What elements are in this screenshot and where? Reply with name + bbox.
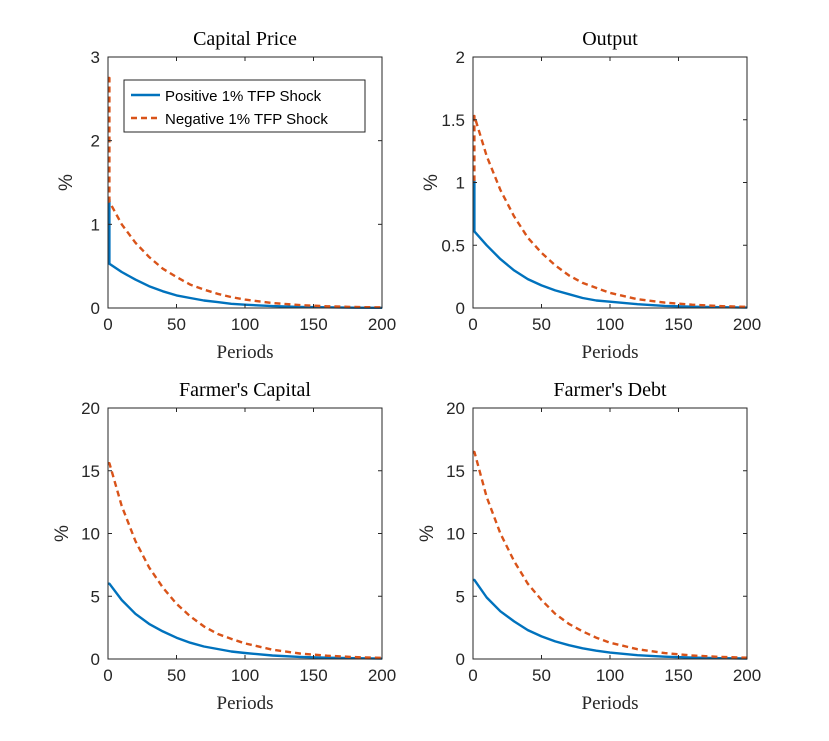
y-tick-label: 20 (81, 399, 100, 418)
series-line-negative (473, 450, 748, 659)
y-axis-label: % (52, 525, 73, 542)
chart-title: Output (582, 28, 638, 50)
series-line-negative (108, 462, 383, 660)
y-axis-label: % (417, 525, 438, 542)
y-tick-label: 0.5 (441, 236, 465, 255)
series-line-positive (473, 578, 748, 660)
panel-farmers-debt: 0 50 100 150 200 0 5 10 15 20 Farmer's Debt Periods… (417, 379, 761, 714)
y-tick-label: 0 (456, 650, 465, 669)
legend: Positive 1% TFP Shock Negative 1% TFP Sh… (123, 79, 366, 133)
y-tick-label: 15 (81, 462, 100, 481)
y-tick-label: 1 (456, 174, 465, 193)
series-line-positive (108, 197, 383, 309)
x-tick-label: 50 (532, 315, 551, 334)
x-tick-label: 200 (368, 315, 396, 334)
y-tick-label: 5 (91, 587, 100, 606)
y-tick-label: 20 (446, 399, 465, 418)
x-tick-label: 150 (299, 315, 327, 334)
y-tick-label: 15 (446, 462, 465, 481)
y-tick-label: 2 (456, 48, 465, 67)
legend-box (123, 79, 366, 133)
chart-title: Farmer's Debt (553, 379, 666, 401)
series-line-positive (108, 582, 383, 660)
x-tick-label: 200 (368, 666, 396, 685)
y-tick-label: 10 (446, 525, 465, 544)
x-tick-label: 0 (468, 666, 477, 685)
x-tick-label: 150 (664, 666, 692, 685)
y-tick-label: 2 (91, 132, 100, 151)
x-tick-label: 200 (733, 315, 761, 334)
x-tick-label: 150 (664, 315, 692, 334)
x-tick-label: 50 (532, 666, 551, 685)
y-tick-label: 0 (456, 299, 465, 318)
chart-title: Capital Price (193, 28, 297, 50)
chart-title: Farmer's Capital (179, 379, 311, 401)
x-tick-label: 100 (596, 666, 624, 685)
x-tick-label: 150 (299, 666, 327, 685)
x-axis-label: Periods (217, 342, 274, 363)
y-tick-label: 1.5 (441, 111, 465, 130)
y-tick-label: 0 (91, 650, 100, 669)
series-line-negative (108, 76, 383, 309)
x-tick-label: 100 (596, 315, 624, 334)
y-axis-label: % (56, 174, 77, 191)
legend-label-positive: Positive 1% TFP Shock (165, 88, 322, 105)
y-tick-label: 5 (456, 587, 465, 606)
x-tick-label: 50 (167, 315, 186, 334)
series-line-negative (473, 114, 748, 309)
legend-label-negative: Negative 1% TFP Shock (165, 111, 328, 128)
x-tick-label: 200 (733, 666, 761, 685)
x-tick-label: 0 (103, 666, 112, 685)
x-axis-label: Periods (582, 342, 639, 363)
panel-capital-price: 0 50 100 150 200 0 1 2 3 Capital Price Periods% (56, 28, 396, 363)
x-axis-label: Periods (582, 693, 639, 714)
y-axis-label: % (421, 174, 442, 191)
x-tick-label: 0 (103, 315, 112, 334)
panel-farmers-capital: 0 50 100 150 200 0 5 10 15 20 Farmer's Capital Peri… (52, 379, 396, 714)
panel-output: 0 50 100 150 200 0 0.5 1 1.5 2 Output Periods% (421, 28, 761, 363)
y-tick-label: 1 (91, 215, 100, 234)
x-tick-label: 100 (231, 315, 259, 334)
x-tick-label: 0 (468, 315, 477, 334)
axes-box (107, 407, 383, 660)
y-tick-label: 0 (91, 299, 100, 318)
x-tick-label: 50 (167, 666, 186, 685)
y-tick-label: 3 (91, 48, 100, 67)
series-line-positive (473, 178, 748, 309)
x-tick-label: 100 (231, 666, 259, 685)
x-axis-label: Periods (217, 693, 274, 714)
y-tick-label: 10 (81, 525, 100, 544)
